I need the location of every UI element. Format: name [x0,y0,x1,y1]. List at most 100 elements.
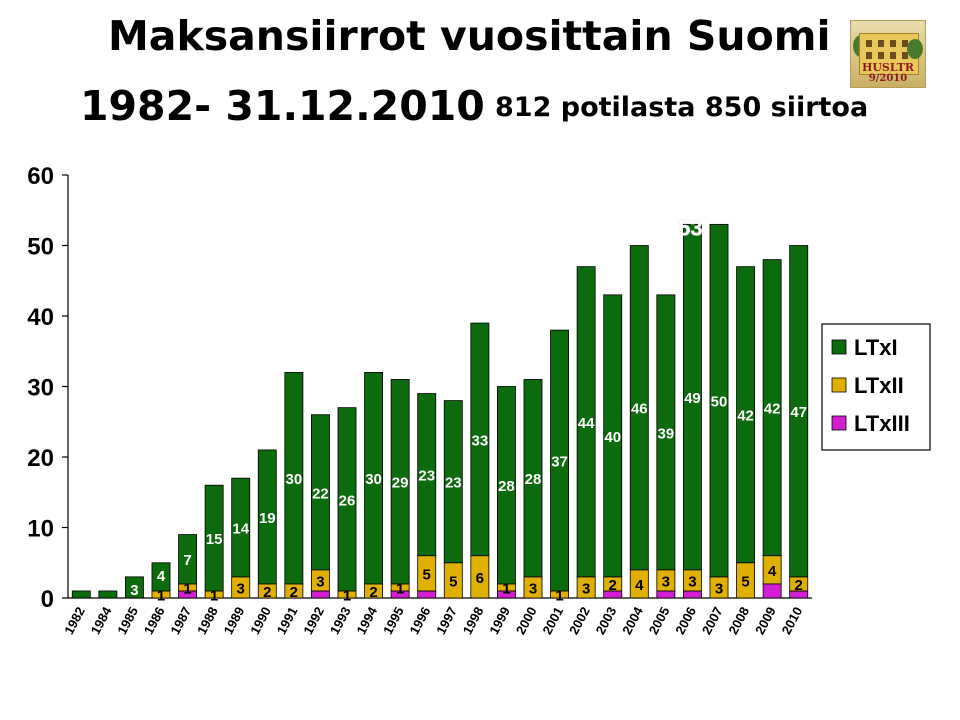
data-label-ltxii: 2 [290,584,298,601]
bar-segment-ltxi [390,379,410,585]
bar-segment-ltxiii [682,590,702,599]
data-label-ltxi: 46 [631,401,648,418]
x-tick-label: 1999 [486,604,513,637]
data-label-ltxii: 1 [555,587,563,604]
x-tick-label: 2006 [672,604,699,637]
data-label-ltxii: 4 [635,577,644,594]
bar-segment-ltxi [124,576,144,599]
data-label-ltxi: 39 [658,425,675,442]
data-label-ltxi: 14 [232,521,249,538]
bar-segment-ltxi [151,562,171,592]
data-label-ltxi: 23 [418,468,435,485]
x-tick-label: 2009 [752,604,779,637]
x-tick-label: 2000 [513,604,540,637]
data-label-ltxii: 3 [237,580,245,597]
x-tick-label: 2008 [725,604,752,637]
bar-segment-ltxi [550,329,570,592]
x-tick-label: 2002 [566,604,593,637]
legend-swatch-ltxi [831,339,847,355]
y-tick-label: 10 [27,516,54,543]
x-tick-label: 1984 [88,604,115,637]
data-label-ltxi: 28 [498,478,515,495]
annotation-label: 53 [678,216,702,241]
data-label-ltxi: 42 [764,401,781,418]
data-label-ltxi: 42 [737,408,754,425]
data-label-ltxi: 30 [286,471,303,488]
data-label-ltxii: 3 [662,573,670,590]
data-label-ltxii: 2 [795,577,803,594]
x-tick-label: 1987 [167,604,194,637]
x-tick-label: 2007 [699,604,726,637]
data-label-ltxi: 29 [392,475,409,492]
bar-segment-ltxi [523,379,543,578]
legend-label: LTxII [854,373,904,398]
bar-segment-ltxiii [310,590,330,599]
bar-segment-ltxi [98,590,118,599]
bar-segment-ltxi [496,386,516,585]
x-tick-label: 1995 [380,604,407,637]
legend-label: LTxIII [854,411,910,436]
bar-segment-ltxi [656,294,676,571]
data-label-ltxi: 26 [339,492,356,509]
bar-segment-ltxi [310,414,330,571]
bar-segment-ltxi [762,259,782,557]
data-label-ltxi: 33 [472,432,489,449]
x-tick-label: 2003 [593,604,620,637]
data-label-ltxi: 19 [259,510,276,527]
data-label-ltxii: 6 [476,570,484,587]
x-tick-label: 1996 [407,604,434,637]
data-label-ltxii: 3 [715,580,723,597]
bar-segment-ltxi [231,477,251,578]
x-tick-label: 1988 [194,604,221,637]
bar-segment-ltxi [337,407,357,592]
x-tick-label: 2001 [539,604,566,637]
bar-segment-ltxi [576,266,596,578]
bar-segment-ltxi [789,245,809,578]
y-tick-label: 50 [27,234,54,261]
bar-segment-ltxiii [762,583,782,599]
data-label-ltxii: 5 [423,566,431,583]
data-label-ltxi: 37 [551,454,568,471]
x-tick-label: 1989 [221,604,248,637]
x-tick-label: 1982 [61,604,88,637]
data-label-ltxi: 22 [312,485,329,502]
bar-segment-ltxi [284,371,304,585]
data-label-ltxii: 1 [210,587,218,604]
data-label-ltxii: 2 [263,584,271,601]
chart-period: 1982- 31.12.2010 [80,82,485,130]
bar-segment-ltxiii [417,590,437,599]
data-label-ltxii: 1 [157,587,165,604]
data-label-ltxi: 49 [684,390,701,407]
data-label-ltxi: 7 [183,552,191,569]
data-label-ltxii: 3 [529,580,537,597]
x-tick-label: 1998 [460,604,487,637]
data-label-ltxii: 3 [316,573,324,590]
x-tick-label: 1997 [433,604,460,637]
x-tick-label: 1992 [300,604,327,637]
bar-segment-ltxiii [656,590,676,599]
bar-segment-ltxi [364,371,384,585]
chart-summary: 812 potilasta 850 siirtoa [495,92,869,123]
bar-segment-ltxi [204,484,224,592]
legend-swatch-ltxiii [831,415,847,431]
data-label-ltxi: 15 [206,531,223,548]
data-label-ltxii: 1 [396,580,404,597]
tree-shape [907,39,923,59]
data-label-ltxii: 2 [369,584,377,601]
y-tick-label: 40 [27,304,54,331]
data-label-ltxii: 1 [343,587,351,604]
data-label-ltxi: 50 [711,394,728,411]
data-label-ltxii: 5 [449,573,457,590]
bar-segment-ltxi [603,294,623,578]
bar-segment-ltxi [257,449,277,585]
x-tick-label: 1986 [141,604,168,637]
bar-segment-ltxi [709,223,729,578]
bar-segment-ltxi [417,393,437,557]
x-tick-label: 2010 [779,604,806,637]
bar-segment-ltxi [470,322,490,557]
data-label-ltxii: 4 [768,563,777,580]
bar-segment-ltxi [71,590,91,599]
data-label-ltxi: 30 [365,471,382,488]
data-label-ltxi: 4 [157,568,166,585]
